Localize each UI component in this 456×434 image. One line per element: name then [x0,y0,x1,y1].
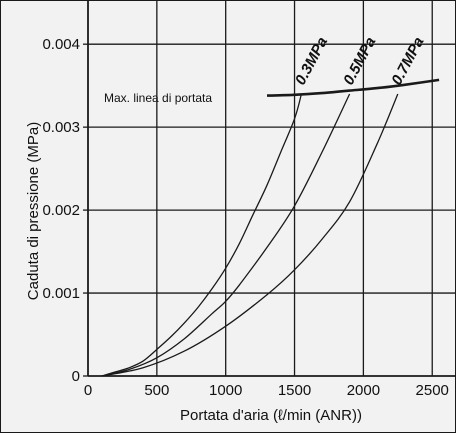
x-tick-label-1500: 1500 [278,382,311,399]
x-tick-label-1000: 1000 [209,382,242,399]
y-tick-label-0.003: 0.003 [42,119,80,136]
x-tick-label-2000: 2000 [347,382,380,399]
curve-0-3mpa [101,93,303,377]
max-flow-line-label: Max. linea di portata [104,91,212,105]
curve-0-7mpa [101,93,399,377]
curves [101,78,440,377]
series-label-0-3mpa: 0.3MPa [292,34,331,88]
curve-0-5mpa [101,93,351,377]
x-tick-label-2500: 2500 [416,382,449,399]
grid [88,1,456,376]
y-tick-label-0: 0 [72,368,80,385]
y-tick-label-0.004: 0.004 [42,36,80,53]
y-axis-label: Caduta di pressione (MPa) [25,122,42,300]
y-tick-label-0.002: 0.002 [42,202,80,219]
x-tick-label-500: 500 [144,382,169,399]
y-tick-label-0.001: 0.001 [42,285,80,302]
x-tick-label-0: 0 [84,382,92,399]
max-flow-line [266,78,440,97]
series-label-0-7mpa: 0.7MPa [388,34,427,88]
series-label-0-5mpa: 0.5MPa [340,34,379,88]
axes [83,1,456,377]
x-axis-label: Portata d'aria (ℓ/min (ANR)) [180,407,362,424]
